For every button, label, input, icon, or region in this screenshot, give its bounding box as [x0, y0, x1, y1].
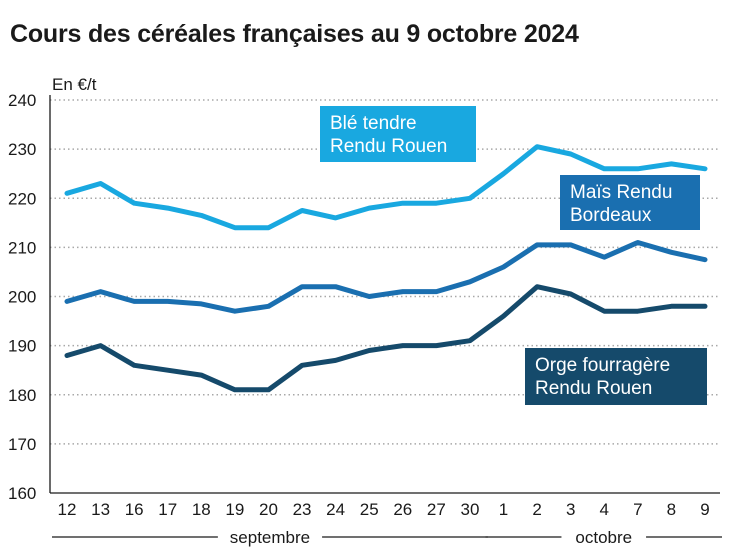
x-tick-label: 1: [499, 500, 508, 519]
x-tick-label: 26: [393, 500, 412, 519]
x-tick-label: 8: [667, 500, 676, 519]
x-tick-label: 13: [91, 500, 110, 519]
y-tick-label: 160: [8, 484, 36, 503]
x-tick-label: 4: [600, 500, 609, 519]
y-tick-label: 180: [8, 386, 36, 405]
y-tick-label: 170: [8, 435, 36, 454]
y-tick-label: 240: [8, 91, 36, 110]
y-tick-label: 230: [8, 140, 36, 159]
x-tick-label: 3: [566, 500, 575, 519]
series-label-text: Bordeaux: [570, 205, 652, 226]
x-tick-label: 30: [460, 500, 479, 519]
series-label-box: [525, 348, 707, 405]
x-tick-label: 24: [326, 500, 345, 519]
x-tick-label: 27: [427, 500, 446, 519]
series-line: [64, 240, 708, 314]
x-tick-label: 7: [633, 500, 642, 519]
x-tick-label: 23: [293, 500, 312, 519]
series-label-box: [560, 175, 700, 230]
series-label-text: Maïs Rendu: [570, 182, 672, 203]
x-tick-label: 19: [225, 500, 244, 519]
x-tick-label: 16: [125, 500, 144, 519]
y-tick-label: 220: [8, 189, 36, 208]
x-tick-label: 20: [259, 500, 278, 519]
series-line: [64, 144, 708, 231]
series-label-text: Rendu Rouen: [330, 136, 447, 157]
y-tick-label: 210: [8, 238, 36, 257]
x-tick-label: 12: [58, 500, 77, 519]
month-label: octobre: [575, 528, 632, 547]
x-tick-label: 9: [700, 500, 709, 519]
series-label-text: Blé tendre: [330, 113, 417, 134]
chart-title: Cours des céréales françaises au 9 octob…: [10, 20, 579, 48]
x-tick-label: 18: [192, 500, 211, 519]
x-tick-label: 2: [532, 500, 541, 519]
series-label-box: [320, 106, 476, 162]
series-label-text: Orge fourragère: [535, 355, 670, 376]
x-tick-label: 17: [158, 500, 177, 519]
y-axis-unit-label: En €/t: [52, 75, 97, 94]
y-tick-label: 190: [8, 337, 36, 356]
month-label: septembre: [230, 528, 310, 547]
series-label-text: Rendu Rouen: [535, 378, 652, 399]
y-tick-label: 200: [8, 288, 36, 307]
series-line: [64, 284, 708, 393]
x-tick-label: 25: [360, 500, 379, 519]
